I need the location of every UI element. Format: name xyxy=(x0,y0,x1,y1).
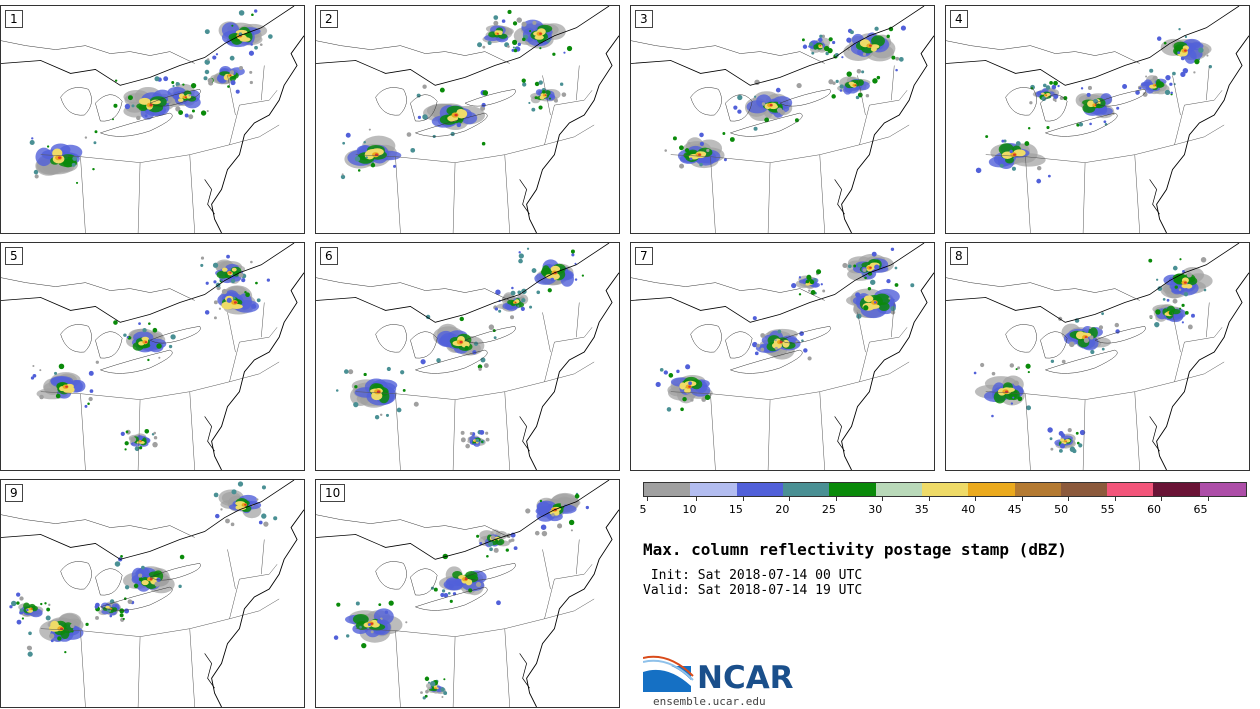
colorbar-segment xyxy=(1060,483,1108,496)
colorbar-segment xyxy=(968,483,1015,496)
reflectivity-map xyxy=(1,480,304,707)
colorbar-tick-label: 60 xyxy=(1147,497,1168,516)
colorbar-tick-label: 50 xyxy=(1054,497,1075,516)
ensemble-member-panel: 2 xyxy=(315,5,620,234)
colorbar-tick-label: 15 xyxy=(729,497,750,516)
colorbar-segment xyxy=(1153,483,1200,496)
reflectivity-map xyxy=(1,243,304,470)
init-time: Init: Sat 2018-07-14 00 UTC xyxy=(643,568,863,583)
colorbar-tick-label: 5 xyxy=(640,497,650,516)
ensemble-member-panel: 8 xyxy=(945,242,1250,471)
member-number-label: 9 xyxy=(5,484,23,502)
colorbar-segment xyxy=(1107,483,1154,496)
colorbar-segment xyxy=(782,483,830,496)
figure-title: Max. column reflectivity postage stamp (… xyxy=(643,540,1067,559)
colorbar-tick-label: 65 xyxy=(1194,497,1215,516)
member-number-label: 8 xyxy=(950,247,968,265)
colorbar-tick-label: 40 xyxy=(961,497,982,516)
colorbar-segment xyxy=(1014,483,1061,496)
colorbar-segment xyxy=(736,483,783,496)
colorbar-tick-label: 55 xyxy=(1101,497,1122,516)
website-url: ensemble.ucar.edu xyxy=(653,695,766,708)
colorbar-segment xyxy=(829,483,876,496)
colorbar-ticks: 5 10 15 20 25 30 35 40 45 50 55 60 65 xyxy=(640,497,1247,519)
reflectivity-map xyxy=(1,6,304,233)
ensemble-member-panel: 6 xyxy=(315,242,620,471)
colorbar-segment xyxy=(921,483,969,496)
colorbar-segment xyxy=(644,483,691,496)
ensemble-member-panel: 9 xyxy=(0,479,305,708)
reflectivity-map xyxy=(631,6,934,233)
ensemble-member-panel: 5 xyxy=(0,242,305,471)
reflectivity-map xyxy=(631,243,934,470)
member-number-label: 6 xyxy=(320,247,338,265)
colorbar-segment xyxy=(875,483,922,496)
reflectivity-map xyxy=(316,243,619,470)
ensemble-member-panel: 4 xyxy=(945,5,1250,234)
ensemble-member-panel: 10 xyxy=(315,479,620,708)
valid-time: Valid: Sat 2018-07-14 19 UTC xyxy=(643,583,863,598)
member-number-label: 10 xyxy=(320,484,346,502)
ncar-logo-text: NCAR xyxy=(697,660,794,696)
colorbar-segment xyxy=(1199,483,1247,496)
ensemble-member-panel: 7 xyxy=(630,242,935,471)
colorbar-tick-label: 25 xyxy=(822,497,843,516)
member-number-label: 7 xyxy=(635,247,653,265)
reflectivity-map xyxy=(946,6,1249,233)
reflectivity-map xyxy=(316,480,619,707)
colorbar-tick-label: 20 xyxy=(775,497,796,516)
member-number-label: 4 xyxy=(950,10,968,28)
colorbar-tick-label: 10 xyxy=(682,497,703,516)
reflectivity-map xyxy=(316,6,619,233)
colorbar-tick-label: 45 xyxy=(1008,497,1029,516)
member-number-label: 5 xyxy=(5,247,23,265)
colorbar-tick-label: 35 xyxy=(915,497,936,516)
colorbar-segment xyxy=(690,483,737,496)
colorbar-tick-label: 30 xyxy=(868,497,889,516)
member-number-label: 1 xyxy=(5,10,23,28)
member-number-label: 2 xyxy=(320,10,338,28)
member-number-label: 3 xyxy=(635,10,653,28)
reflectivity-colorbar xyxy=(643,482,1247,497)
ensemble-member-panel: 1 xyxy=(0,5,305,234)
ncar-logo-icon xyxy=(643,655,694,692)
reflectivity-map xyxy=(946,243,1249,470)
ensemble-member-panel: 3 xyxy=(630,5,935,234)
